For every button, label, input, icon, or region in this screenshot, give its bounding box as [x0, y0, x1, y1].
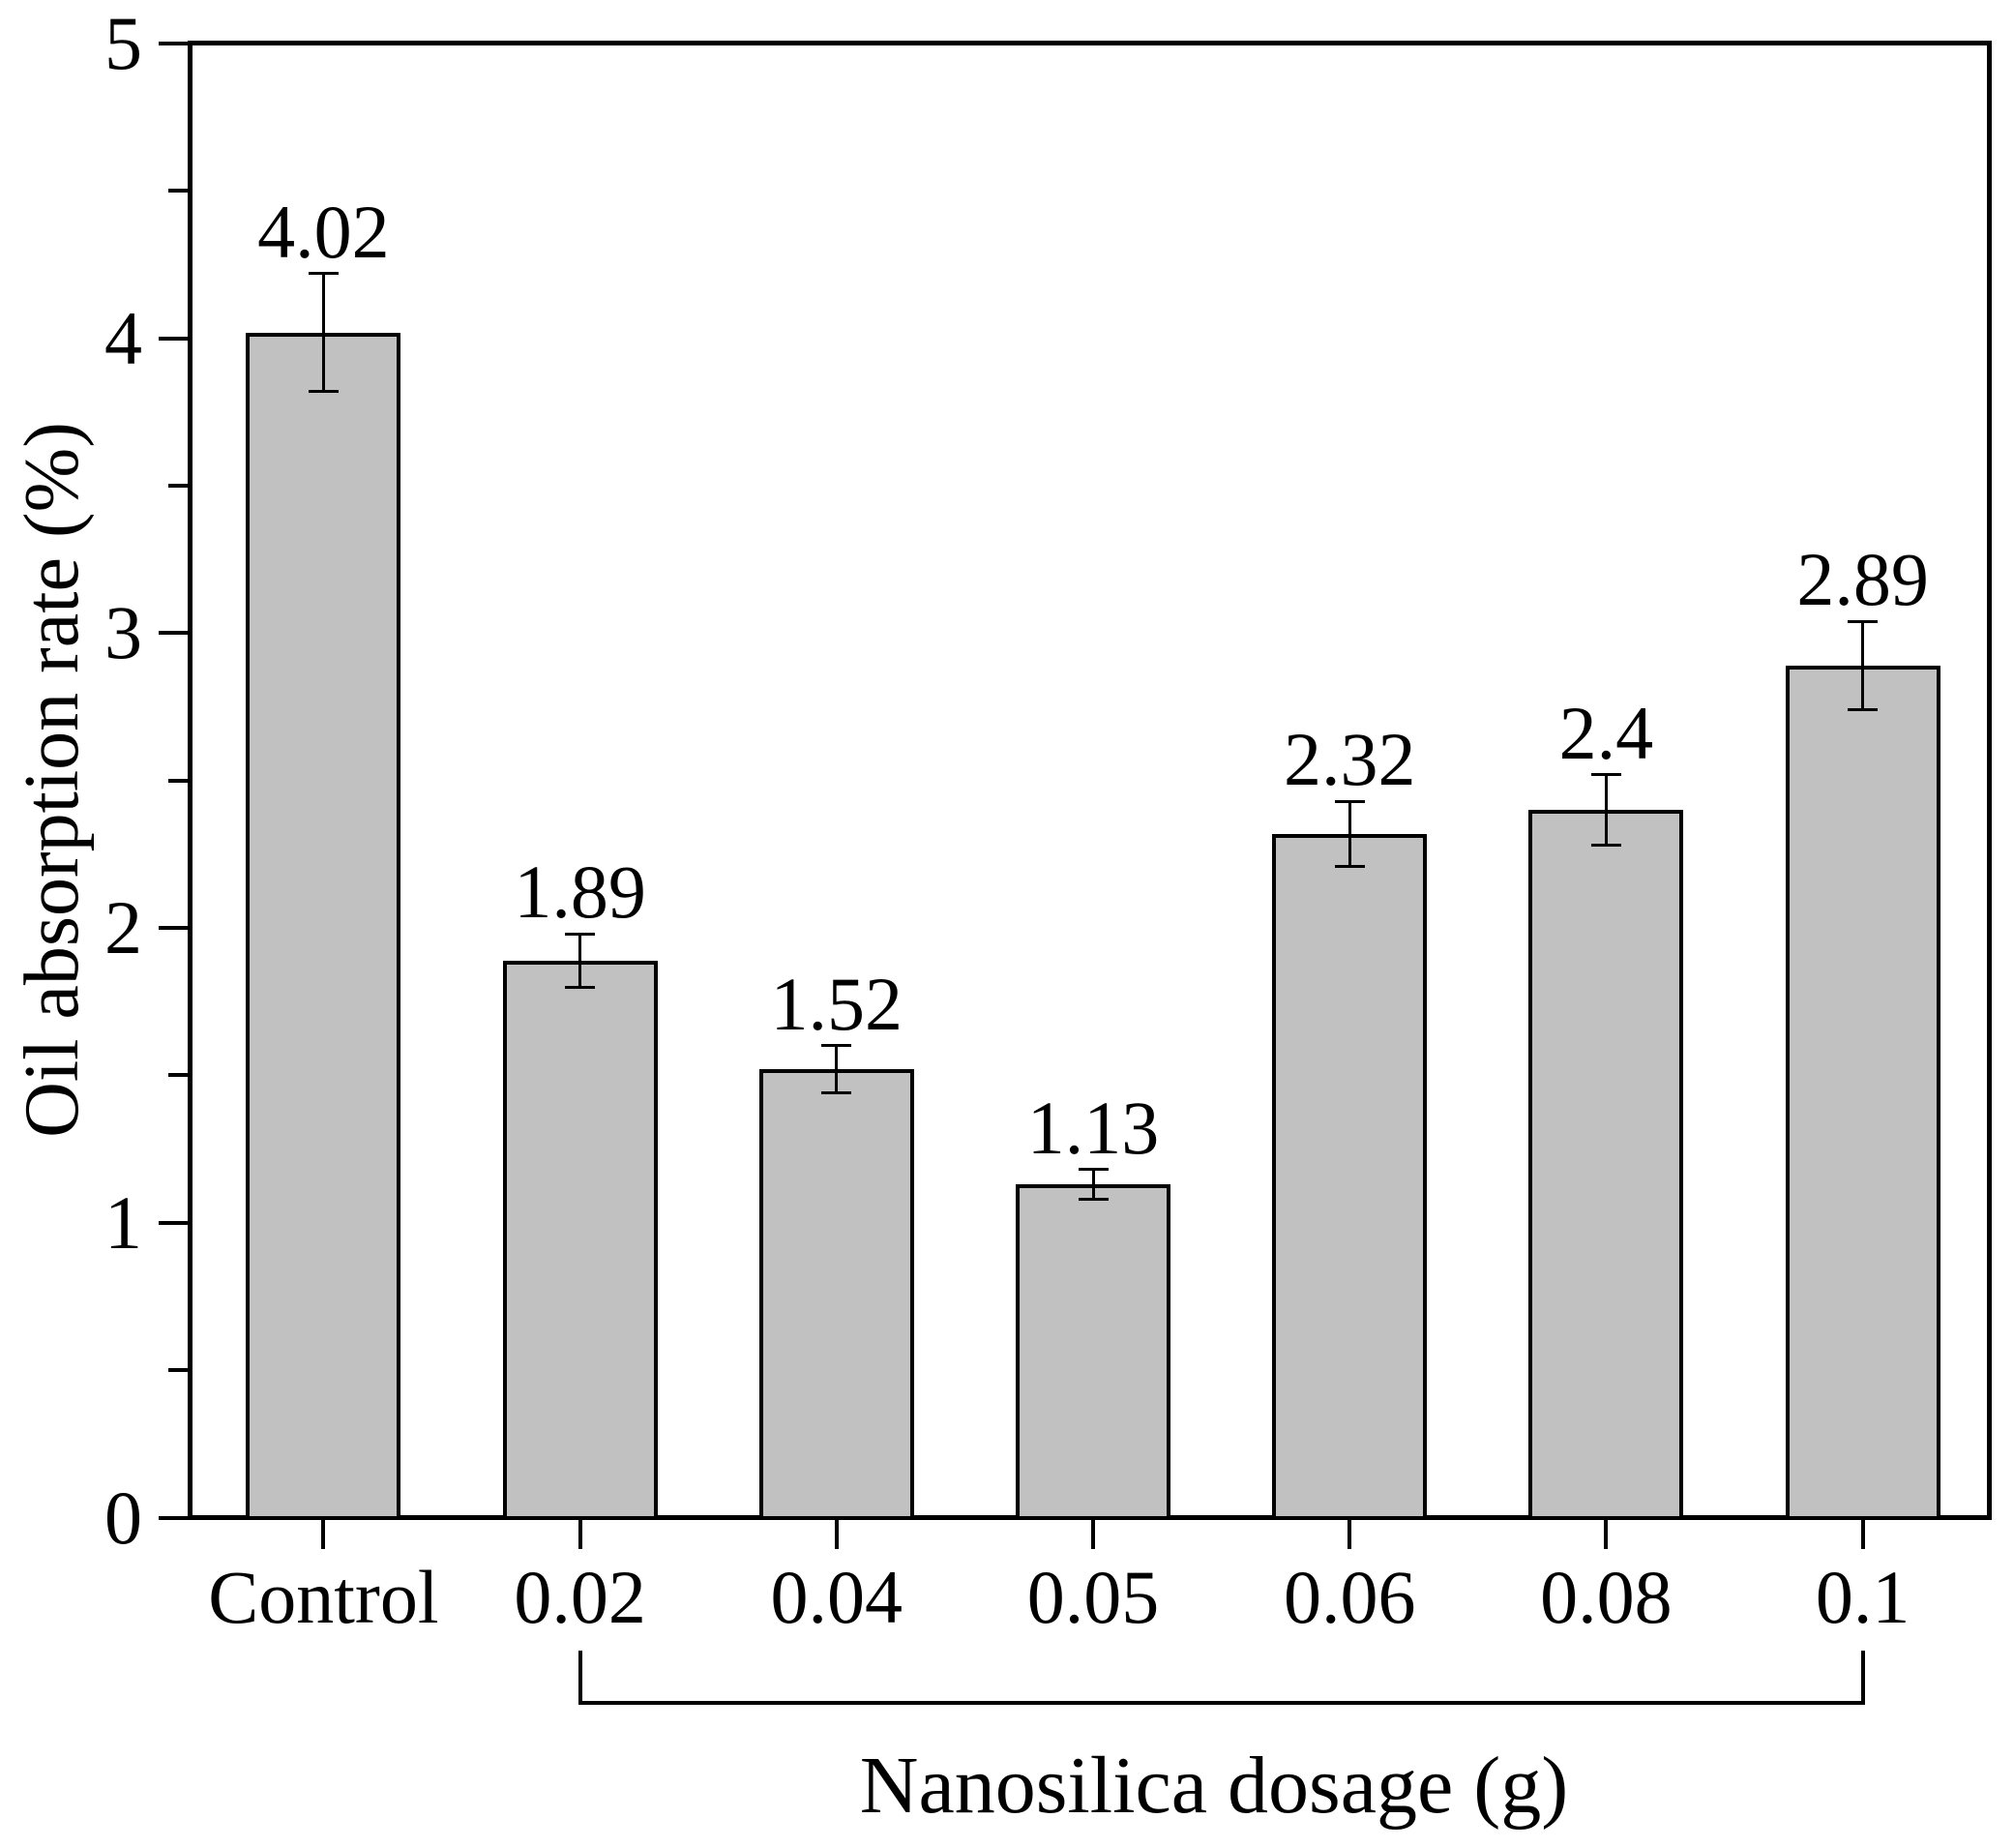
bar [1785, 665, 1940, 1520]
error-bar-cap-top [821, 1044, 852, 1048]
category-bracket [578, 1651, 1865, 1705]
error-bar-cap-bottom [821, 1091, 852, 1095]
y-minor-tick [168, 1073, 188, 1078]
value-label: 2.89 [1796, 537, 1929, 622]
bar [246, 332, 401, 1520]
y-major-tick [159, 42, 188, 45]
x-tick [1604, 1520, 1609, 1549]
value-label: 2.4 [1558, 690, 1654, 775]
y-minor-tick [168, 778, 188, 783]
x-tick-label: 0.06 [1283, 1555, 1416, 1639]
x-tick [321, 1520, 326, 1549]
error-bar-line [1604, 774, 1608, 846]
x-tick-label: 0.05 [1026, 1555, 1160, 1639]
error-bar-cap-top [1590, 773, 1621, 777]
value-label: 4.02 [257, 189, 390, 274]
error-bar-cap-top [565, 932, 596, 936]
x-tick [1348, 1520, 1352, 1549]
x-tick-label: Control [208, 1555, 439, 1639]
error-bar-line [1091, 1169, 1095, 1200]
y-minor-tick [168, 1368, 188, 1373]
bar [758, 1069, 914, 1520]
y-tick-label: 1 [104, 1179, 142, 1265]
error-bar-cap-bottom [1590, 844, 1621, 848]
bar [1528, 810, 1684, 1520]
bar [502, 960, 658, 1520]
x-tick [1091, 1520, 1095, 1549]
x-axis-title: Nanosilica dosage (g) [859, 1741, 1569, 1831]
y-minor-tick [168, 484, 188, 489]
error-bar-line [1348, 801, 1351, 867]
x-tick [834, 1520, 839, 1549]
error-bar-cap-bottom [308, 390, 339, 394]
error-bar-cap-bottom [1334, 864, 1365, 868]
y-major-tick [159, 926, 188, 931]
y-major-tick [159, 1515, 188, 1520]
x-tick [1860, 1520, 1865, 1549]
value-label: 1.52 [770, 961, 903, 1046]
error-bar-cap-top [1334, 799, 1365, 803]
error-bar-cap-bottom [1848, 708, 1879, 712]
y-tick-label: 4 [104, 295, 142, 380]
error-bar-line [1861, 621, 1865, 710]
error-bar-cap-top [308, 272, 339, 276]
y-tick-label: 2 [104, 885, 142, 970]
error-bar-line [578, 934, 582, 988]
error-bar-cap-top [1078, 1168, 1109, 1172]
x-tick-label: 0.08 [1540, 1555, 1673, 1639]
error-bar-line [835, 1045, 839, 1093]
x-tick-label: 0.1 [1815, 1555, 1910, 1639]
y-axis-title: Oil absorption rate (%) [10, 422, 95, 1138]
error-bar-line [321, 273, 325, 392]
y-tick-label: 0 [104, 1475, 142, 1560]
y-minor-tick [168, 189, 188, 194]
y-major-tick [159, 1220, 188, 1225]
y-major-tick [159, 336, 188, 341]
y-tick-label: 3 [104, 590, 142, 675]
error-bar-cap-bottom [1078, 1197, 1109, 1201]
value-label: 1.89 [514, 849, 646, 935]
bar [1272, 833, 1428, 1520]
y-major-tick [159, 631, 188, 636]
value-label: 1.13 [1026, 1085, 1160, 1170]
bar [1016, 1184, 1170, 1520]
error-bar-cap-top [1848, 619, 1879, 623]
y-tick-label: 5 [104, 1, 142, 85]
x-tick-label: 0.02 [514, 1555, 646, 1639]
error-bar-cap-bottom [565, 985, 596, 989]
value-label: 2.32 [1283, 717, 1416, 802]
x-tick [578, 1520, 582, 1549]
x-tick-label: 0.04 [770, 1555, 903, 1639]
